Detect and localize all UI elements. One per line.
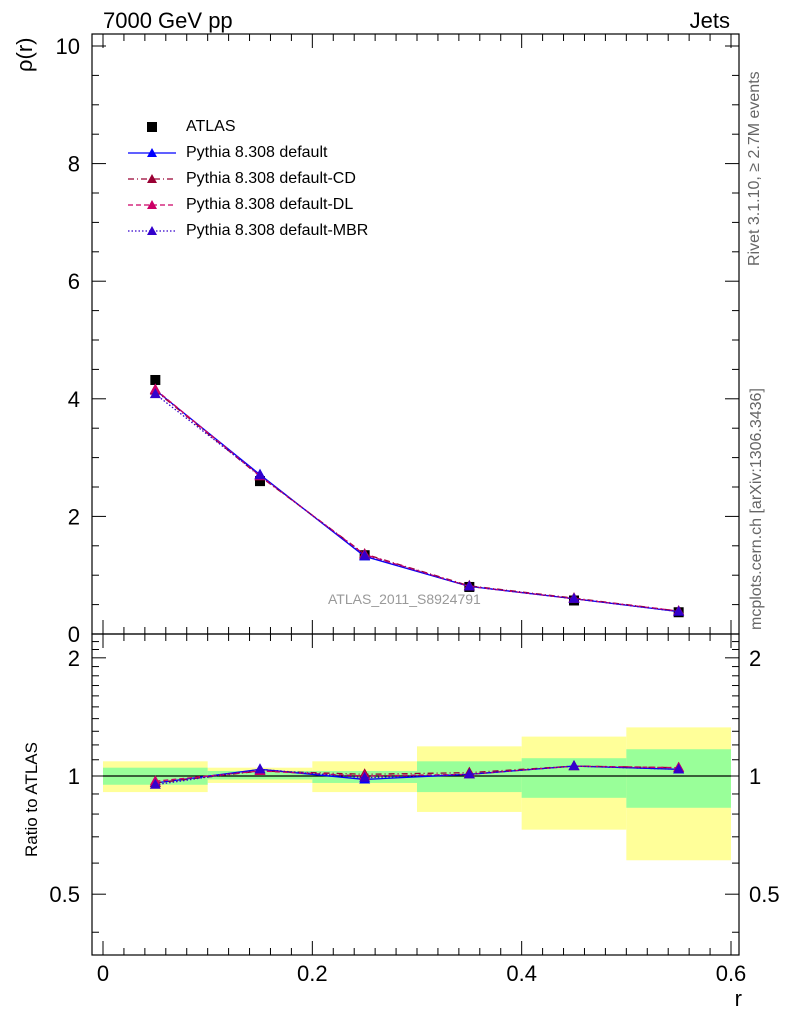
legend: ATLAS Pythia 8.308 default Pythia 8.308 …: [128, 114, 368, 244]
main-y-tick-label: 8: [68, 152, 80, 177]
legend-solid-line-icon: [128, 148, 176, 157]
ratio-mc-triangle-marker: [463, 768, 475, 779]
legend-item-default: Pythia 8.308 default: [128, 140, 368, 166]
legend-label: Pythia 8.308 default-MBR: [186, 222, 369, 239]
header-observable-label: Jets: [689, 8, 730, 33]
main-mc-series-line: [154, 390, 679, 612]
main-y-tick-label: 0: [68, 622, 80, 647]
main-mc-triangle-marker: [254, 469, 266, 480]
x-axis-label: r: [734, 986, 742, 1011]
ratio-y-tick-label: 2: [68, 646, 80, 671]
ratio-mc-triangle-marker: [359, 771, 371, 782]
x-tick-label: 0.6: [716, 961, 747, 986]
legend-item-atlas: ATLAS: [128, 114, 368, 140]
x-tick-label: 0.4: [506, 961, 537, 986]
x-tick-label: 0: [97, 961, 109, 986]
legend-dotted-line-icon: [128, 226, 176, 235]
ratio-plot-frame: [91, 633, 740, 956]
main-mc-series-line: [154, 389, 679, 613]
main-mc-series-line: [154, 388, 679, 612]
header-process-label: 7000 GeV pp: [103, 8, 233, 33]
main-atlas-data-point-marker: [255, 476, 265, 487]
ratio-mc-triangle-marker: [673, 763, 685, 774]
legend-item-default-dl: Pythia 8.308 default-DL: [128, 192, 368, 218]
analysis-watermark: ATLAS_2011_S8924791: [328, 591, 481, 607]
main-mc-triangle-marker: [149, 388, 161, 399]
main-mc-triangle-marker: [673, 605, 685, 616]
ratio-y-tick-label-right: 1: [749, 764, 761, 789]
legend-dashdot-line-icon: [128, 174, 176, 183]
ratio-mc-triangle-marker: [149, 778, 161, 789]
main-mc-series-line: [154, 393, 679, 613]
main-atlas-data-point-marker: [150, 374, 161, 385]
legend-square-marker-icon: [147, 122, 157, 132]
ratio-mc-series-line: [155, 765, 679, 786]
main-mc-triangle-marker: [568, 592, 580, 603]
main-y-tick-label: 4: [68, 387, 80, 412]
ratio-y-tick-label: 1: [68, 764, 80, 789]
legend-item-default-mbr: Pythia 8.308 default-MBR: [128, 218, 368, 244]
legend-label: Pythia 8.308 default-CD: [186, 170, 356, 187]
ratio-y-tick-label-right: 0.5: [749, 882, 780, 907]
x-tick-label: 0.2: [297, 961, 328, 986]
main-mc-triangle-marker: [359, 549, 371, 560]
legend-label: Pythia 8.308 default-DL: [186, 196, 354, 213]
ratio-mc-triangle-marker: [254, 763, 266, 774]
uncertainty-band-green: [626, 749, 731, 808]
legend-label: ATLAS: [186, 118, 236, 135]
ratio-mc-triangle-marker: [568, 760, 580, 771]
legend-item-default-cd: Pythia 8.308 default-CD: [128, 166, 368, 192]
main-mc-triangle-marker: [463, 580, 475, 591]
main-y-tick-label: 6: [68, 269, 80, 294]
legend-dashed-line-icon: [128, 200, 176, 209]
main-y-tick-label: 10: [56, 34, 80, 59]
ratio-y-tick-label-right: 2: [749, 646, 761, 671]
ratio-y-tick-label: 0.5: [49, 882, 80, 907]
uncertainty-band-green: [207, 770, 313, 780]
main-y-tick-label: 2: [68, 504, 80, 529]
ratio-mc-series-line: [155, 765, 679, 784]
legend-label: Pythia 8.308 default: [186, 144, 328, 161]
